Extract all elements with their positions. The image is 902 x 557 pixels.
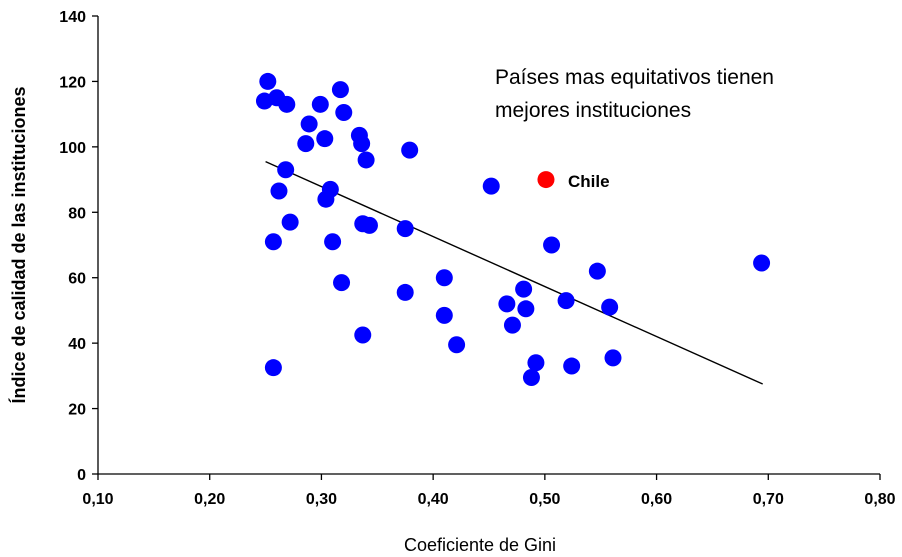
x-axis-label: Coeficiente de Gini (404, 535, 556, 555)
data-point (316, 130, 334, 148)
y-tick-label: 120 (59, 74, 86, 91)
data-point (448, 336, 466, 354)
data-point (360, 216, 378, 234)
data-point (563, 357, 581, 375)
data-point (588, 262, 606, 280)
chile-point (537, 171, 555, 189)
data-point (435, 269, 453, 287)
data-point (331, 81, 349, 99)
data-point (396, 283, 414, 301)
data-point (503, 316, 521, 334)
y-tick-label: 40 (68, 336, 86, 353)
data-point (396, 220, 414, 238)
data-point (281, 213, 299, 231)
data-point (357, 151, 375, 169)
data-point (498, 295, 516, 313)
x-tick-label: 0,50 (529, 491, 560, 508)
data-point (259, 72, 277, 90)
data-point (324, 233, 342, 251)
data-point (522, 368, 540, 386)
data-point (354, 326, 372, 344)
data-point (601, 298, 619, 316)
y-tick-label: 100 (59, 140, 86, 157)
x-tick-label: 0,10 (82, 491, 113, 508)
x-tick-label: 0,70 (753, 491, 784, 508)
data-point (482, 177, 500, 195)
data-point (300, 115, 318, 133)
data-point (353, 135, 371, 153)
data-point (297, 135, 315, 153)
data-point (311, 95, 329, 113)
y-axis-label: Índice de calidad de las instituciones (8, 86, 29, 403)
x-tick-label: 0,30 (306, 491, 337, 508)
y-tick-label: 140 (59, 9, 86, 26)
data-point (604, 349, 622, 367)
data-point (264, 233, 282, 251)
chile-label: Chile (568, 172, 610, 191)
data-point (753, 254, 771, 272)
x-tick-label: 0,20 (194, 491, 225, 508)
trendline (265, 160, 763, 385)
data-point (277, 161, 295, 179)
data-point (264, 359, 282, 377)
y-tick-label: 0 (77, 467, 86, 484)
y-tick-label: 80 (68, 205, 86, 222)
data-point (515, 280, 533, 298)
data-point (401, 141, 419, 159)
points-group (255, 72, 771, 386)
text-group: Índice de calidad de las instituciones C… (8, 66, 774, 555)
y-tick-label: 20 (68, 402, 86, 419)
axes-group: 0 20 40 60 80 100 120 140 0,10 0,20 0,30 0,40 0,50 0,… (59, 9, 895, 508)
annotation-line-2: mejores instituciones (495, 99, 691, 122)
x-tick-label: 0,80 (864, 491, 895, 508)
data-point (557, 292, 575, 310)
x-tick-label: 0,60 (641, 491, 672, 508)
data-point (435, 306, 453, 324)
data-point (517, 300, 535, 318)
data-point (278, 95, 296, 113)
data-point (543, 236, 561, 254)
x-tick-label: 0,40 (418, 491, 449, 508)
data-point (333, 274, 351, 292)
data-point (527, 354, 545, 372)
data-point (317, 190, 335, 208)
y-tick-label: 60 (68, 271, 86, 288)
data-point (270, 182, 288, 200)
data-point (335, 104, 353, 122)
trendline-group (265, 160, 763, 385)
annotation-line-1: Países mas equitativos tienen (495, 66, 774, 89)
